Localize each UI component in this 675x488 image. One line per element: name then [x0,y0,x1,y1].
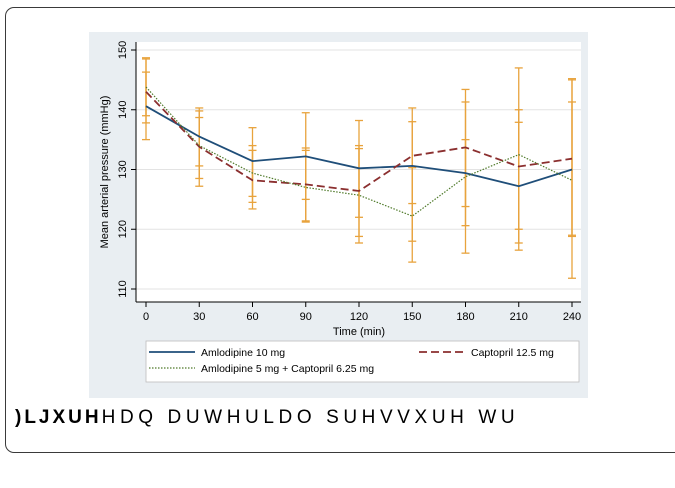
x-tick-label-60: 60 [246,311,258,323]
legend-box [145,340,580,383]
caption-rest: HDQ DUWHULDO SUHVVXUH WU [101,407,520,428]
x-tick-label-180: 180 [456,311,474,323]
x-tick-label-210: 210 [510,311,528,323]
series-line-2 [145,86,573,217]
x-tick-label-240: 240 [563,311,581,323]
chart-figure: 110 120 130 140 150 0 30 60 90 120 150 180 210 240 Ti… [89,32,588,398]
x-tick-label-120: 120 [350,311,368,323]
tick-labels: 110 120 130 140 150 0 30 60 90 120 150 180 210 240 [117,41,581,323]
x-tick-label-30: 30 [193,311,205,323]
y-tick-label-120: 120 [117,220,129,238]
x-tick-label-90: 90 [300,311,312,323]
legend-label-0: Amlodipine 10 mg [201,347,285,359]
legend-label-1: Captopril 12.5 mg [471,347,554,359]
series-line-1 [145,91,573,192]
y-tick-label-130: 130 [117,160,129,178]
axes [131,42,581,307]
error-bars [142,57,576,279]
legend: Amlodipine 10 mg Captopril 12.5 mg Amlodip… [145,340,580,383]
line-chart: 110 120 130 140 150 0 30 60 90 120 150 180 210 240 Ti… [99,41,581,383]
figure-frame [5,7,675,453]
y-tick-label-110: 110 [117,280,129,298]
series-lines [145,86,573,217]
legend-label-2: Amlodipine 5 mg + Captopril 6.25 mg [201,363,374,375]
series-line-0 [145,105,573,188]
y-axis-label: Mean arterial pressure (mmHg) [99,96,111,249]
x-tick-label-150: 150 [403,311,421,323]
y-tick-label-150: 150 [117,41,129,59]
figure-caption: )LJXUHHDQ DUWHULDO SUHVVXUH WU [15,407,519,429]
caption-lead: )LJXUH [15,407,102,428]
x-tick-label-0: 0 [143,311,149,323]
y-tick-label-140: 140 [117,101,129,119]
x-axis-label: Time (min) [333,326,385,338]
